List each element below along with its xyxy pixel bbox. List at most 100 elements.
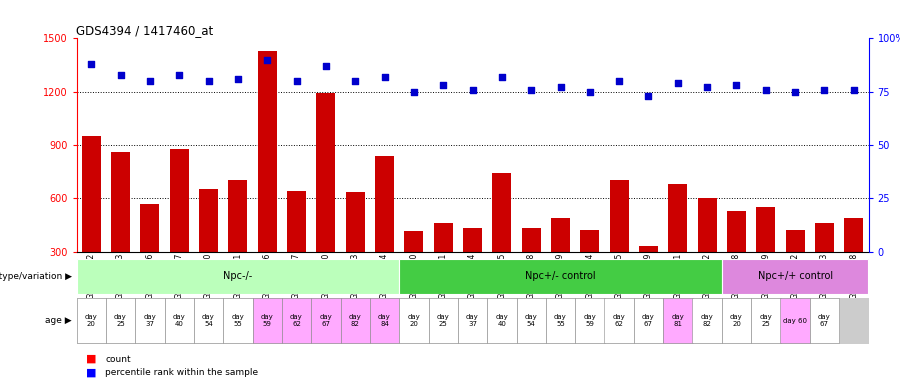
Text: day
67: day 67 [642, 314, 655, 328]
Text: day
40: day 40 [173, 314, 185, 328]
Point [524, 86, 538, 93]
Point [612, 78, 626, 84]
Bar [140, 204, 159, 305]
Bar [169, 149, 189, 305]
Bar [76, 259, 400, 294]
Text: Npc+/- control: Npc+/- control [526, 271, 596, 281]
Text: day
20: day 20 [85, 314, 97, 328]
Text: day
20: day 20 [730, 314, 742, 328]
Point [407, 89, 421, 95]
Text: day
54: day 54 [525, 314, 537, 328]
Text: day
82: day 82 [349, 314, 362, 328]
Text: day 60: day 60 [783, 318, 807, 324]
Bar [609, 180, 629, 305]
Bar [605, 298, 634, 343]
Point [642, 93, 656, 99]
Text: day
59: day 59 [261, 314, 274, 328]
Text: Npc+/+ control: Npc+/+ control [758, 271, 832, 281]
Bar [756, 207, 776, 305]
Text: day
67: day 67 [320, 314, 332, 328]
Bar [492, 174, 511, 305]
Text: day
37: day 37 [466, 314, 479, 328]
Bar [253, 298, 282, 343]
Point [495, 74, 509, 80]
Bar [346, 192, 365, 305]
Text: percentile rank within the sample: percentile rank within the sample [105, 368, 258, 377]
Bar [194, 298, 223, 343]
Text: day
37: day 37 [143, 314, 157, 328]
Point [817, 86, 832, 93]
Bar [463, 228, 482, 305]
Bar [815, 223, 834, 305]
Point [788, 89, 803, 95]
Bar [229, 180, 248, 305]
Bar [287, 191, 306, 305]
Bar [311, 298, 340, 343]
Text: ■: ■ [86, 354, 96, 364]
Bar [522, 228, 541, 305]
Text: day
40: day 40 [496, 314, 508, 328]
Point [202, 78, 216, 84]
Text: day
55: day 55 [231, 314, 244, 328]
Text: day
62: day 62 [290, 314, 303, 328]
Bar [165, 298, 194, 343]
Bar [434, 223, 453, 305]
Bar [639, 246, 658, 305]
Bar [223, 298, 253, 343]
Bar [634, 298, 663, 343]
Bar [428, 298, 458, 343]
Text: age ▶: age ▶ [45, 316, 72, 325]
Text: day
25: day 25 [760, 314, 772, 328]
Point [436, 82, 450, 88]
Bar [111, 152, 130, 305]
Bar [580, 230, 599, 305]
Point [847, 86, 861, 93]
Bar [752, 298, 780, 343]
Bar [82, 136, 101, 305]
Point [465, 86, 480, 93]
Bar [257, 51, 276, 305]
Point [377, 74, 392, 80]
Point [113, 71, 128, 78]
Bar [669, 184, 688, 305]
Bar [106, 298, 135, 343]
Text: day
62: day 62 [613, 314, 626, 328]
Bar [135, 298, 165, 343]
Text: day
20: day 20 [408, 314, 420, 328]
Text: count: count [105, 354, 130, 364]
Bar [575, 298, 605, 343]
Bar [404, 231, 423, 305]
Point [230, 76, 245, 82]
Bar [370, 298, 400, 343]
Point [670, 80, 685, 86]
Point [319, 63, 333, 69]
Bar [487, 298, 517, 343]
Text: day
82: day 82 [701, 314, 714, 328]
Point [172, 71, 186, 78]
Bar [76, 298, 106, 343]
Bar [786, 230, 805, 305]
Bar [340, 298, 370, 343]
Text: day
25: day 25 [114, 314, 127, 328]
Bar [722, 259, 868, 294]
Text: day
59: day 59 [583, 314, 596, 328]
Text: day
81: day 81 [671, 314, 684, 328]
Text: GDS4394 / 1417460_at: GDS4394 / 1417460_at [76, 24, 214, 37]
Point [142, 78, 157, 84]
Point [582, 89, 597, 95]
Bar [663, 298, 692, 343]
Bar [810, 298, 839, 343]
Bar [698, 198, 716, 305]
Point [260, 56, 274, 63]
Text: day
55: day 55 [554, 314, 567, 328]
Bar [780, 298, 810, 343]
Point [729, 82, 743, 88]
Bar [400, 298, 428, 343]
Text: day
67: day 67 [818, 314, 831, 328]
Bar [692, 298, 722, 343]
Text: Npc-/-: Npc-/- [223, 271, 253, 281]
Bar [375, 156, 394, 305]
Point [700, 84, 715, 91]
Text: day
84: day 84 [378, 314, 391, 328]
Bar [282, 298, 311, 343]
